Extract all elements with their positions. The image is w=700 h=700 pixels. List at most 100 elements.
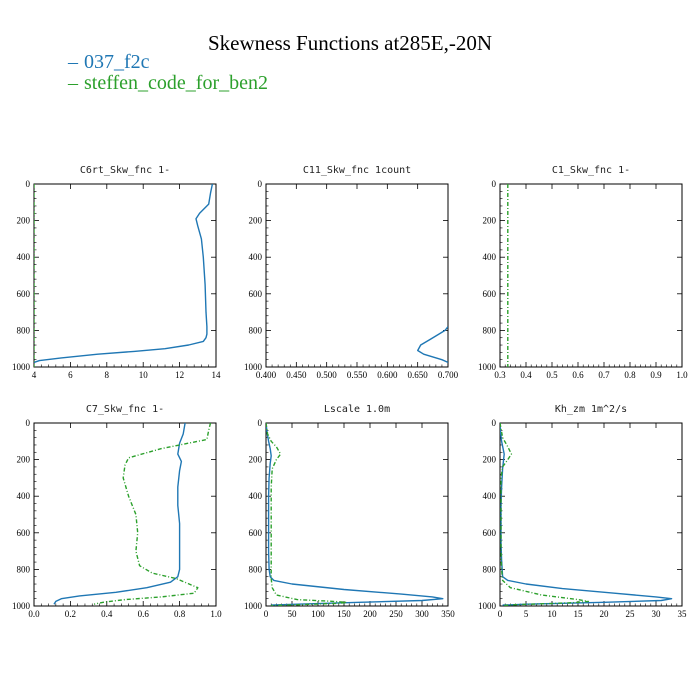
y-tick-label: 200 [249, 455, 263, 465]
x-tick-label: 10 [548, 609, 558, 619]
y-tick-label: 800 [17, 564, 31, 574]
y-tick-label: 200 [483, 455, 497, 465]
y-tick-label: 400 [483, 252, 497, 262]
x-tick-label: 20 [600, 609, 610, 619]
panel-title: C11_Skw_fnc 1count [303, 165, 411, 176]
y-tick-label: 200 [249, 216, 263, 226]
x-tick-label: 1.0 [676, 370, 688, 380]
x-tick-label: 0.7 [598, 370, 610, 380]
y-tick-label: 400 [249, 491, 263, 501]
chart-panel: C1_Skw_fnc 1- 0.3 0.4 0.5 0.6 0.7 0.8 0.9 1.0 0 20… [478, 165, 688, 380]
y-tick-label: 200 [17, 455, 31, 465]
x-tick-label: 5 [524, 609, 529, 619]
plot-frame [499, 422, 683, 607]
x-tick-label: 35 [678, 609, 688, 619]
plot-frame [33, 183, 217, 368]
series-line-037-f2c [34, 184, 214, 364]
y-tick-label: 1000 [12, 362, 31, 372]
x-tick-label: 0.4 [101, 609, 113, 619]
y-tick-label: 800 [249, 325, 263, 335]
legend-item-037-f2c: –037_f2c [68, 52, 268, 73]
legend-label: 037_f2c [84, 51, 150, 73]
y-tick-label: 800 [483, 564, 497, 574]
y-tick-label: 800 [17, 325, 31, 335]
x-tick-label: 0.4 [520, 370, 532, 380]
x-tick-label: 0.5 [546, 370, 558, 380]
x-tick-label: 0.6 [572, 370, 584, 380]
y-tick-label: 600 [483, 528, 497, 538]
x-tick-label: 1.0 [210, 609, 222, 619]
y-tick-label: 600 [17, 528, 31, 538]
x-tick-label: 350 [441, 609, 455, 619]
x-tick-label: 0.8 [174, 609, 186, 619]
x-tick-label: 200 [363, 609, 377, 619]
x-tick-label: 50 [288, 609, 298, 619]
y-tick-label: 0 [492, 179, 497, 189]
chart-panel: Lscale 1.0m 0 50 100 150 200 250 300 350 0 200 400 6… [244, 404, 455, 619]
x-tick-label: 100 [311, 609, 325, 619]
series-line-037-f2c [500, 423, 673, 606]
x-tick-label: 0.3 [494, 370, 506, 380]
x-tick-label: 0.600 [377, 370, 398, 380]
plot-frame [33, 422, 217, 607]
series-line-037-f2c [266, 423, 444, 606]
x-tick-label: 0.9 [650, 370, 662, 380]
panel-title: Lscale 1.0m [324, 404, 390, 415]
y-tick-label: 1000 [478, 601, 497, 611]
plot-frame [265, 422, 449, 607]
y-tick-label: 1000 [12, 601, 31, 611]
y-tick-label: 1000 [244, 601, 263, 611]
series-line-steffen-code-for-ben2 [93, 423, 212, 605]
y-tick-label: 0 [26, 179, 31, 189]
x-tick-label: 30 [652, 609, 662, 619]
x-tick-label: 14 [212, 370, 222, 380]
x-tick-label: 0 [264, 609, 269, 619]
y-tick-label: 800 [249, 564, 263, 574]
x-tick-label: 300 [415, 609, 429, 619]
x-tick-label: 0.0 [28, 609, 40, 619]
y-tick-label: 400 [17, 491, 31, 501]
x-tick-label: 150 [337, 609, 351, 619]
x-tick-label: 0 [498, 609, 503, 619]
x-tick-label: 0.500 [317, 370, 338, 380]
y-tick-label: 1000 [244, 362, 263, 372]
y-tick-label: 600 [483, 289, 497, 299]
x-tick-label: 6 [68, 370, 73, 380]
legend-line-icon: – [68, 72, 78, 94]
y-tick-label: 200 [483, 216, 497, 226]
x-tick-label: 0.400 [256, 370, 277, 380]
series-line-steffen-code-for-ben2 [266, 423, 348, 606]
x-tick-label: 0.650 [408, 370, 429, 380]
x-tick-label: 10 [139, 370, 149, 380]
y-tick-label: 800 [483, 325, 497, 335]
x-tick-label: 0.6 [138, 609, 150, 619]
x-tick-label: 0.2 [65, 609, 76, 619]
legend-label: steffen_code_for_ben2 [84, 72, 269, 94]
panel-title: C7_Skw_fnc 1- [86, 404, 164, 415]
y-tick-label: 400 [249, 252, 263, 262]
chart-panel: Kh_zm 1m^2/s 0 5 10 15 20 25 30 35 0 200 400 600 800 1… [478, 404, 687, 619]
y-tick-label: 200 [17, 216, 31, 226]
chart-panel: C6rt_Skw_fnc 1- 4 6 8 10 12 14 0 200 400 600 800 100… [12, 165, 221, 380]
x-tick-label: 8 [105, 370, 110, 380]
x-tick-label: 12 [175, 370, 184, 380]
series-line-037-f2c [417, 326, 448, 364]
y-tick-label: 600 [249, 528, 263, 538]
x-tick-label: 0.700 [438, 370, 459, 380]
y-tick-label: 0 [258, 179, 263, 189]
chart-panel: C11_Skw_fnc 1count 0.400 0.450 0.500 0.550 0.… [244, 165, 459, 380]
y-tick-label: 400 [483, 491, 497, 501]
y-tick-label: 600 [249, 289, 263, 299]
x-tick-label: 15 [574, 609, 584, 619]
panel-title: C1_Skw_fnc 1- [552, 165, 630, 176]
plot-frame [265, 183, 449, 368]
plot-frame [499, 183, 683, 368]
x-tick-label: 25 [626, 609, 636, 619]
y-tick-label: 0 [492, 418, 497, 428]
y-tick-label: 1000 [478, 362, 497, 372]
x-tick-label: 0.550 [347, 370, 368, 380]
x-tick-label: 0.450 [286, 370, 307, 380]
x-tick-label: 0.8 [624, 370, 636, 380]
